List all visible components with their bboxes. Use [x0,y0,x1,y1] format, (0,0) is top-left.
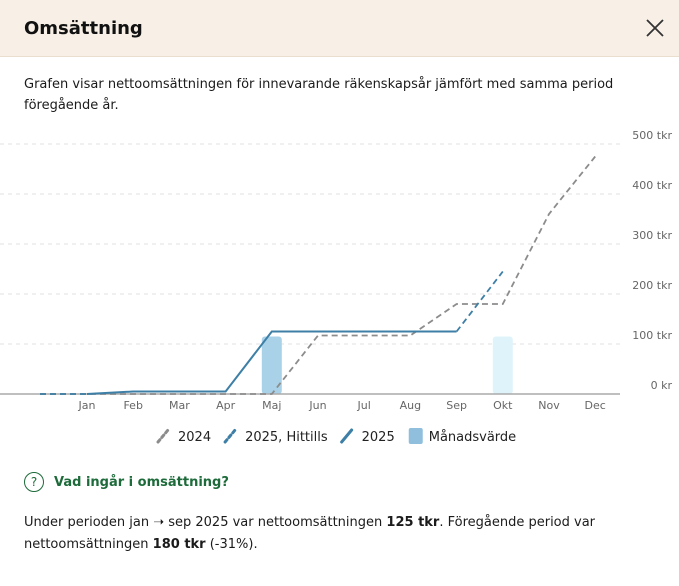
monthly-bar [492,336,513,394]
legend-label: 2025 [362,430,395,445]
question-circle-icon: ? [24,472,44,492]
series-line-2025-hittills [455,270,504,333]
x-tick-label: Feb [123,399,142,412]
summary-part: (-31%). [205,537,258,552]
summary-text: Under perioden jan ➝ sep 2025 var nettoo… [24,512,664,556]
close-icon[interactable] [643,16,667,40]
x-tick-label: Maj [262,399,281,412]
x-tick-label: Apr [216,399,236,412]
y-tick-label: 200 tkr [632,279,672,292]
legend-label: Månadsvärde [429,430,516,445]
x-tick-label: Sep [446,399,467,412]
y-tick-label: 300 tkr [632,229,672,242]
x-tick-label: Dec [585,399,606,412]
monthly-bar [261,336,282,394]
x-tick-label: Jul [357,399,371,412]
revenue-chart: 0 kr 100 tkr 200 tkr 300 tkr 400 tkr 500 tkr J… [0,129,673,445]
x-tick-label: Jan [78,399,96,412]
summary-part: . Föregående period var nettoomsättninge… [24,515,596,552]
legend-label: 2024 [178,430,211,445]
legend-label: 2025, Hittills [245,430,328,445]
series-line-2025 [86,330,457,395]
y-tick-label: 100 tkr [632,329,672,342]
legend-swatch-line [340,428,354,444]
legend-swatch-line [223,428,237,444]
modal-header: Omsättning [0,0,679,57]
current-value: 125 tkr [386,515,440,530]
summary-part: Under perioden jan ➝ sep 2025 var nettoo… [24,515,387,530]
modal-title: Omsättning [24,17,143,39]
y-tick-label: 0 kr [651,379,673,392]
help-label: Vad ingår i omsättning? [54,474,229,490]
x-tick-label: Aug [400,399,421,412]
x-tick-label: Jun [308,399,326,412]
y-tick-label: 500 tkr [632,129,672,142]
x-tick-label: Okt [493,399,513,412]
legend-swatch-bar [408,428,423,444]
x-tick-label: Nov [538,399,560,412]
x-tick-label: Mar [169,399,190,412]
help-link[interactable]: ? Vad ingår i omsättning? [24,472,229,492]
series-line-2024 [40,155,596,395]
previous-value: 180 tkr [152,537,206,552]
chart-description: Grafen visar nettoomsättningen för innev… [24,77,614,113]
legend-swatch-line [156,428,170,444]
y-tick-label: 400 tkr [632,179,672,192]
